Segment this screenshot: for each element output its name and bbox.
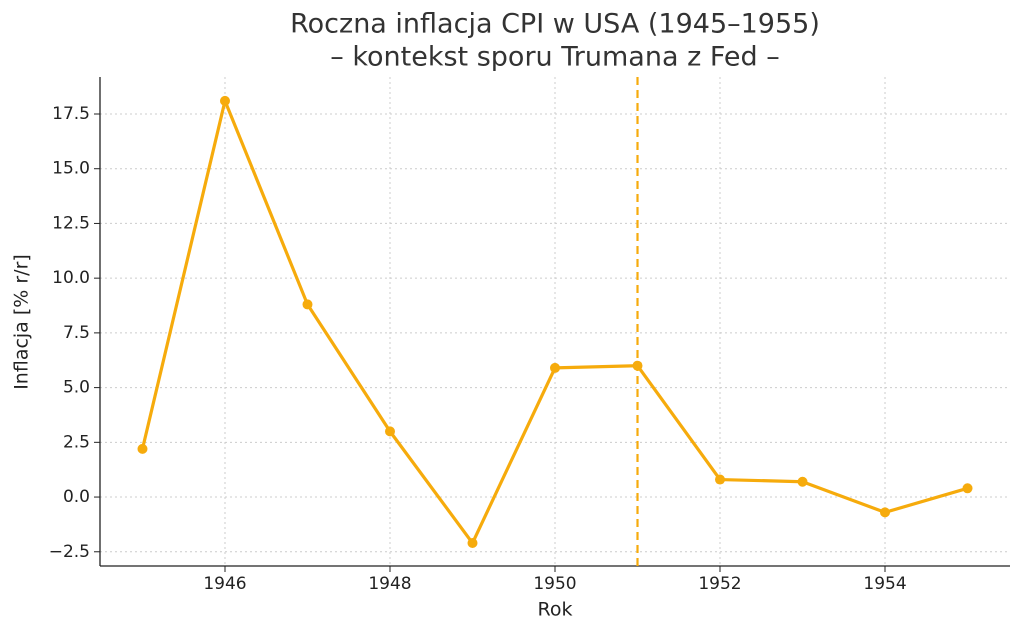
y-tick-label: 10.0 — [52, 268, 90, 288]
y-tick-label: 0.0 — [63, 487, 90, 507]
y-tick-label: 12.5 — [52, 213, 90, 233]
chart-title: Roczna inflacja CPI w USA (1945–1955) — [290, 9, 820, 40]
x-tick-label: 1954 — [863, 574, 906, 594]
x-tick-label: 1950 — [533, 574, 576, 594]
point — [715, 474, 726, 485]
y-tick-label: 2.5 — [63, 432, 90, 452]
point — [632, 360, 643, 371]
y-tick-label: 7.5 — [63, 323, 90, 343]
chart-subtitle: – kontekst sporu Trumana z Fed – — [330, 42, 779, 73]
point — [384, 426, 395, 437]
x-tick-label: 1946 — [203, 574, 246, 594]
point — [550, 362, 560, 373]
y-tick-label: −2.5 — [49, 542, 90, 562]
point — [219, 95, 230, 106]
y-tick-label: 17.5 — [52, 104, 90, 124]
y-tick-label: 5.0 — [63, 378, 90, 398]
point — [137, 443, 148, 454]
y-axis-title: Inflacja [% r/r] — [11, 254, 33, 390]
point — [302, 299, 313, 310]
x-tick-label: 1948 — [368, 574, 411, 594]
point — [797, 476, 808, 487]
point — [962, 483, 973, 494]
x-tick-label: 1952 — [698, 574, 741, 594]
x-axis-title: Rok — [538, 599, 573, 621]
y-tick-label: 15.0 — [52, 159, 90, 179]
point — [880, 507, 891, 518]
point — [467, 538, 478, 549]
